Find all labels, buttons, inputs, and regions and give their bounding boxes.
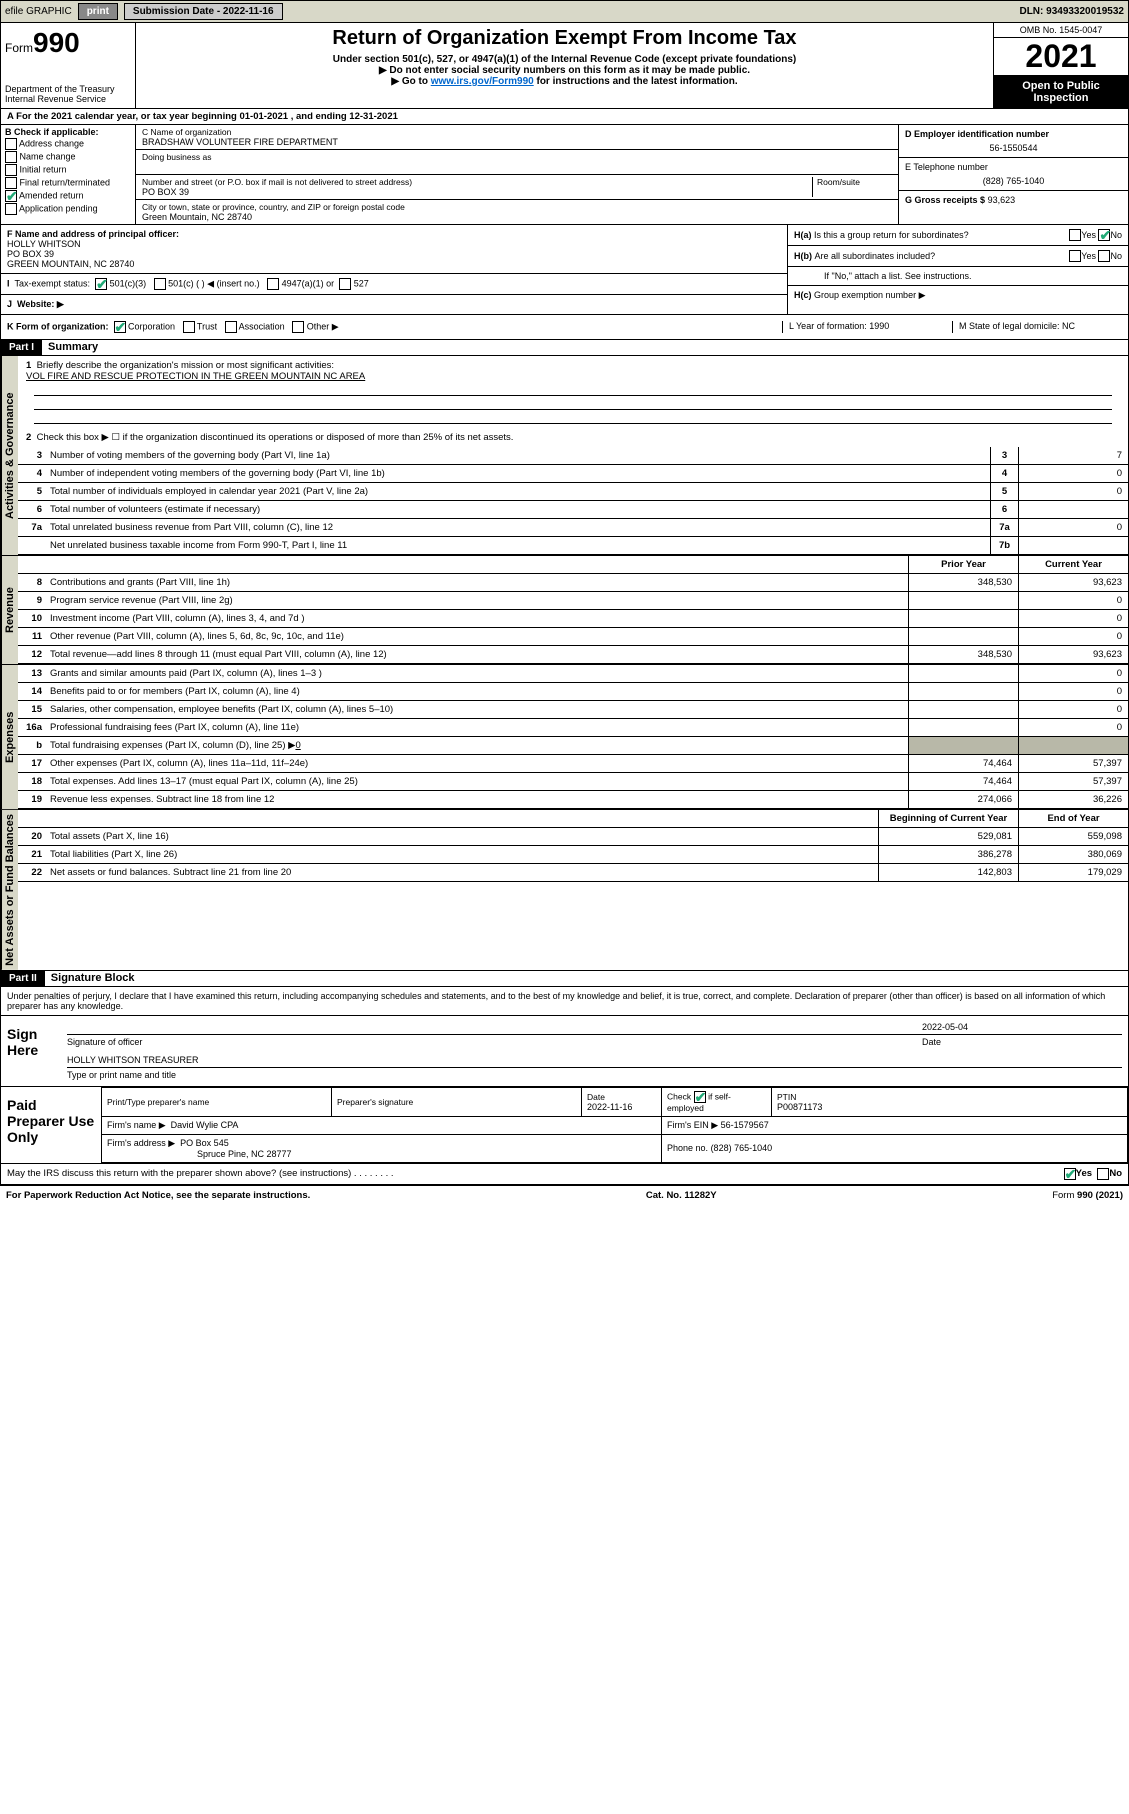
street: PO BOX 39 [142, 187, 189, 197]
vtab-netassets: Net Assets or Fund Balances [1, 810, 18, 970]
vtab-revenue: Revenue [1, 556, 18, 664]
line-a: A For the 2021 calendar year, or tax yea… [0, 109, 1129, 125]
declaration: Under penalties of perjury, I declare th… [0, 987, 1129, 1016]
submission-date: Submission Date - 2022-11-16 [124, 3, 283, 20]
form-title: Return of Organization Exempt From Incom… [140, 27, 989, 50]
footer: For Paperwork Reduction Act Notice, see … [0, 1185, 1129, 1205]
section-bcdeg: B Check if applicable: Address change Na… [0, 125, 1129, 225]
form-subtitle-2: Do not enter social security numbers on … [140, 65, 989, 76]
efile-label: efile GRAPHIC [5, 6, 72, 17]
print-button[interactable]: print [78, 3, 118, 20]
topbar: efile GRAPHIC print Submission Date - 20… [0, 0, 1129, 23]
tax-year: 2021 [994, 38, 1128, 76]
col-b: B Check if applicable: Address change Na… [1, 125, 136, 224]
omb-number: OMB No. 1545-0047 [994, 23, 1128, 38]
part1-header: Part ISummary [0, 340, 1129, 356]
dln: DLN: 93493320019532 [1019, 6, 1124, 17]
irs-link[interactable]: www.irs.gov/Form990 [431, 76, 534, 87]
form-subtitle-1: Under section 501(c), 527, or 4947(a)(1)… [140, 54, 989, 65]
org-name: BRADSHAW VOLUNTEER FIRE DEPARTMENT [142, 137, 338, 147]
form-number: Form990 [5, 27, 131, 59]
vtab-expenses: Expenses [1, 665, 18, 809]
gross-receipts: 93,623 [988, 195, 1016, 205]
ein: 56-1550544 [905, 139, 1122, 153]
may-discuss: May the IRS discuss this return with the… [0, 1164, 1129, 1185]
section-fhij: F Name and address of principal officer:… [0, 225, 1129, 315]
city: Green Mountain, NC 28740 [142, 212, 252, 222]
dept-label: Department of the TreasuryInternal Reven… [5, 84, 131, 104]
form-subtitle-3: Go to www.irs.gov/Form990 for instructio… [140, 76, 989, 87]
open-inspection: Open to Public Inspection [994, 76, 1128, 108]
phone: (828) 765-1040 [905, 172, 1122, 186]
form-header: Form990 Department of the TreasuryIntern… [0, 23, 1129, 109]
vtab-activities: Activities & Governance [1, 356, 18, 555]
part2-header: Part IISignature Block [0, 971, 1129, 987]
mission: VOL FIRE AND RESCUE PROTECTION IN THE GR… [26, 371, 365, 382]
row-k: K Form of organization: Corporation Trus… [0, 315, 1129, 340]
sign-here: Sign Here 2022-05-04 Signature of office… [0, 1016, 1129, 1087]
amended-check [5, 190, 17, 202]
paid-preparer: Paid Preparer Use Only Print/Type prepar… [0, 1087, 1129, 1164]
